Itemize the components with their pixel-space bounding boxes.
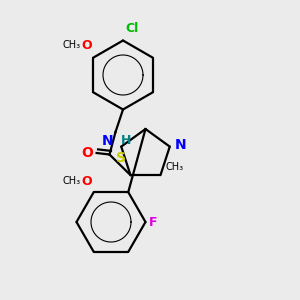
Text: CH₃: CH₃ <box>62 176 80 185</box>
Text: O: O <box>81 39 92 52</box>
Text: N: N <box>101 134 113 148</box>
Text: O: O <box>82 175 92 188</box>
Text: F: F <box>148 215 157 229</box>
Text: N: N <box>175 138 187 152</box>
Text: H: H <box>121 134 131 147</box>
Text: CH₃: CH₃ <box>166 161 184 172</box>
Text: Cl: Cl <box>125 22 139 35</box>
Text: S: S <box>116 151 126 165</box>
Text: O: O <box>81 146 93 160</box>
Text: CH₃: CH₃ <box>62 40 80 50</box>
